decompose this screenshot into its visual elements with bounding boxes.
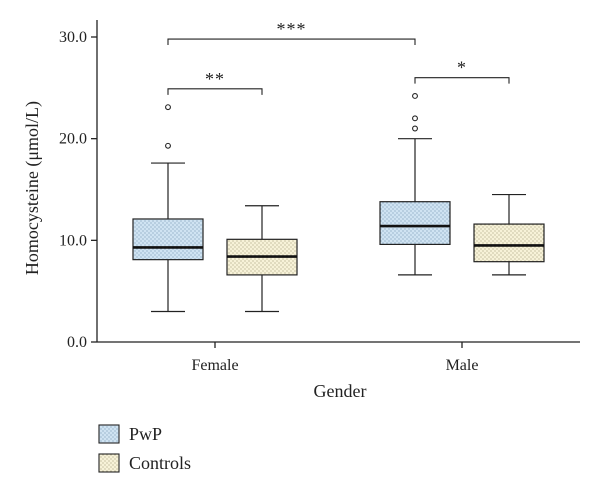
y-axis: 0.0 10.0 20.0 30.0: [59, 20, 98, 351]
legend-swatch: [98, 453, 120, 473]
box-pwp-female: [132, 104, 204, 313]
box-controls-female: [226, 205, 298, 313]
bracket-line: [414, 77, 510, 84]
y-tick-label: 20.0: [59, 131, 87, 148]
outlier-point: [412, 93, 418, 99]
box-iqr: [132, 218, 204, 261]
y-tick-label: 0.0: [67, 334, 87, 351]
x-tick-label: Female: [191, 357, 238, 374]
x-axis: Female Male: [97, 341, 580, 374]
legend-label: PwP: [129, 424, 162, 444]
significance-bracket: ***: [167, 19, 416, 46]
outlier-point: [412, 125, 418, 132]
significance-bracket: *: [414, 58, 510, 84]
significance-label: ***: [277, 19, 307, 39]
box-iqr: [473, 223, 545, 263]
y-axis-title: Homocysteine (μmol/L): [22, 101, 43, 275]
legend-item-pwp: PwP: [98, 424, 162, 444]
y-tick-label: 30.0: [59, 29, 87, 46]
significance-label: **: [205, 69, 225, 89]
legend: PwP Controls: [98, 424, 191, 473]
legend-swatch: [98, 424, 120, 444]
x-axis-title: Gender: [314, 381, 367, 401]
significance-brackets: ******: [167, 19, 510, 95]
outlier-point: [165, 104, 171, 111]
significance-label: *: [457, 58, 467, 78]
outlier-point: [165, 142, 171, 149]
box-iqr: [379, 201, 451, 245]
legend-label: Controls: [129, 453, 191, 473]
bracket-line: [167, 38, 416, 46]
box-series: [132, 93, 545, 313]
significance-bracket: **: [167, 69, 263, 95]
outlier-point: [412, 115, 418, 122]
x-tick-label: Male: [446, 357, 479, 374]
legend-item-controls: Controls: [98, 453, 191, 473]
y-tick-label: 10.0: [59, 232, 87, 249]
box-controls-male: [473, 193, 545, 276]
bracket-line: [167, 88, 263, 95]
box-pwp-male: [379, 93, 451, 276]
